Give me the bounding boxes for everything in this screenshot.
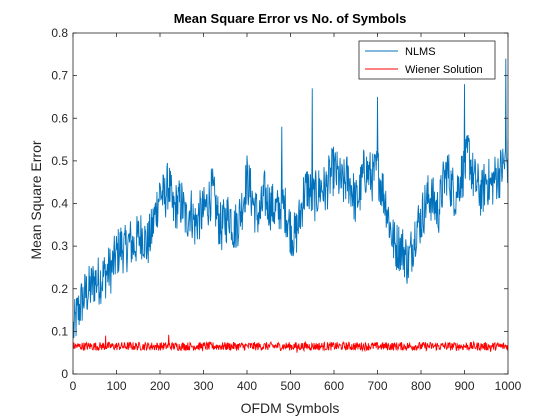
x-tick-label: 800 xyxy=(411,379,431,393)
x-axis-label: OFDM Symbols xyxy=(241,400,340,416)
y-tick-label: 0.4 xyxy=(51,197,68,211)
legend-box xyxy=(358,40,496,80)
y-tick-label: 0.2 xyxy=(51,282,68,296)
y-tick-label: 0.8 xyxy=(51,26,68,40)
x-tick-label: 500 xyxy=(280,379,300,393)
legend: NLMS Wiener Solution xyxy=(358,40,496,80)
y-tick-label: 0 xyxy=(61,367,68,381)
plot-area: 0 100 200 300 400 500 600 700 800 900 1000 0 0.1 0.2 0… xyxy=(51,26,521,393)
x-tick-label: 100 xyxy=(106,379,126,393)
series-line-wiener-solution xyxy=(73,334,508,353)
x-tick-label: 400 xyxy=(237,379,257,393)
y-tick-label: 0.5 xyxy=(51,154,68,168)
x-tick-label: 700 xyxy=(367,379,387,393)
x-tick-label: 0 xyxy=(70,379,77,393)
chart-title: Mean Square Error vs No. of Symbols xyxy=(174,11,407,26)
x-tick-label: 1000 xyxy=(495,379,522,393)
y-tick-label: 0.3 xyxy=(51,239,68,253)
x-tick-label: 300 xyxy=(193,379,213,393)
x-tick-label: 900 xyxy=(454,379,474,393)
legend-label-nlms: NLMS xyxy=(405,46,436,58)
x-tick-label: 600 xyxy=(324,379,344,393)
y-axis-label: Mean Square Error xyxy=(28,140,44,259)
x-tick-label: 200 xyxy=(150,379,170,393)
y-tick-label: 0.7 xyxy=(51,69,68,83)
series-line-nlms xyxy=(73,58,508,340)
y-tick-label: 0.1 xyxy=(51,324,68,338)
y-tick-label: 0.6 xyxy=(51,111,68,125)
legend-label-wiener: Wiener Solution xyxy=(405,64,483,76)
